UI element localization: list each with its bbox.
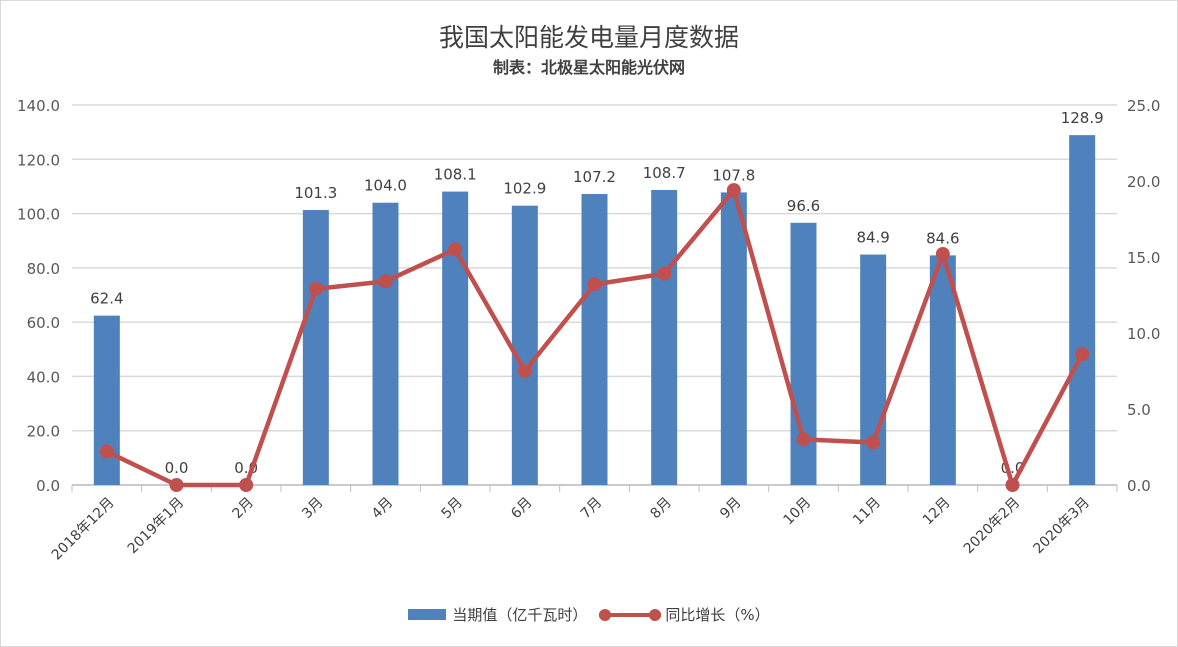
left-tick-label: 0.0: [36, 477, 60, 495]
bar: [372, 202, 399, 485]
left-tick-label: 80.0: [27, 260, 60, 278]
x-tick-label: 12月: [920, 495, 954, 529]
bar: [720, 192, 747, 485]
bar-data-label: 107.8: [712, 166, 755, 184]
line-point: [587, 277, 602, 292]
left-tick-label: 120.0: [17, 151, 60, 169]
line-point: [935, 246, 950, 261]
bar-data-label: 128.9: [1061, 109, 1104, 127]
line-point: [169, 478, 184, 492]
left-tick-label: 40.0: [27, 368, 60, 386]
line-point: [1005, 478, 1020, 492]
x-tick-label: 8月: [647, 495, 675, 523]
line-point: [308, 281, 323, 296]
bar-data-label: 84.6: [926, 229, 959, 247]
line-point: [1075, 347, 1090, 362]
x-tick-label: 10月: [781, 495, 815, 529]
right-tick-label: 10.0: [1127, 325, 1160, 343]
x-tick-label: 7月: [578, 495, 606, 523]
line-point: [448, 242, 463, 257]
bar-data-label: 101.3: [294, 184, 337, 202]
x-tick-label: 5月: [438, 495, 466, 523]
legend-line-swatch: [599, 608, 662, 621]
x-tick-label: 3月: [299, 495, 327, 523]
bar-data-label: 84.9: [856, 229, 889, 247]
right-tick-label: 15.0: [1127, 249, 1160, 267]
line-point: [726, 183, 741, 198]
legend-bar-swatch: [408, 609, 447, 620]
bar: [929, 255, 956, 485]
chart-subtitle: 制表：北极星太阳能光伏网: [492, 58, 685, 77]
legend-item-bar: 当期值（亿千瓦时）: [408, 604, 587, 625]
x-tick-label: 4月: [369, 495, 397, 523]
bar-data-label: 108.7: [643, 164, 686, 182]
bar: [860, 254, 887, 485]
bar-data-label: 102.9: [503, 180, 546, 198]
legend-label-line: 同比增长（%）: [665, 606, 770, 624]
x-tick-label: 2020年3月: [1030, 495, 1093, 558]
line-point: [378, 274, 393, 289]
bar: [302, 210, 329, 486]
bar-data-label: 62.4: [90, 290, 123, 308]
x-tick-label: 2月: [229, 495, 257, 523]
x-tick-label: 6月: [508, 495, 536, 523]
bar: [511, 205, 538, 485]
x-tick-label: 9月: [717, 495, 745, 523]
left-tick-label: 100.0: [17, 206, 60, 224]
bar-data-label: 0.0: [165, 459, 189, 477]
line-point: [796, 432, 811, 447]
x-tick-label: 2018年12月: [49, 495, 118, 564]
bar: [581, 194, 608, 485]
legend: 当期值（亿千瓦时） 同比增长（%）: [0, 604, 1178, 625]
line-point: [99, 444, 114, 459]
left-tick-label: 20.0: [27, 423, 60, 441]
bar: [93, 315, 120, 485]
right-tick-label: 0.0: [1127, 477, 1151, 495]
left-tick-label: 60.0: [27, 314, 60, 332]
x-tick-label: 2019年1月: [125, 495, 188, 558]
bar-data-label: 108.1: [434, 166, 477, 184]
chart-title: 我国太阳能发电量月度数据: [438, 23, 739, 52]
x-tick-label: 11月: [850, 495, 884, 529]
line-point: [657, 266, 672, 281]
bar-data-label: 107.2: [573, 168, 616, 186]
legend-item-line: 同比增长（%）: [595, 604, 770, 625]
left-tick-label: 140.0: [17, 97, 60, 115]
bar: [651, 189, 678, 485]
right-tick-label: 5.0: [1127, 401, 1151, 419]
right-tick-label: 25.0: [1127, 97, 1160, 115]
x-tick-label: 2020年2月: [961, 495, 1024, 558]
bar-data-label: 96.6: [787, 197, 820, 215]
right-tick-label: 20.0: [1127, 173, 1160, 191]
line-point: [517, 364, 532, 378]
bar: [1069, 135, 1096, 485]
legend-label-bar: 当期值（亿千瓦时）: [452, 606, 588, 624]
bar-data-label: 104.0: [364, 177, 407, 195]
bar: [442, 191, 469, 486]
line-point: [239, 478, 254, 492]
line-point: [866, 435, 881, 450]
